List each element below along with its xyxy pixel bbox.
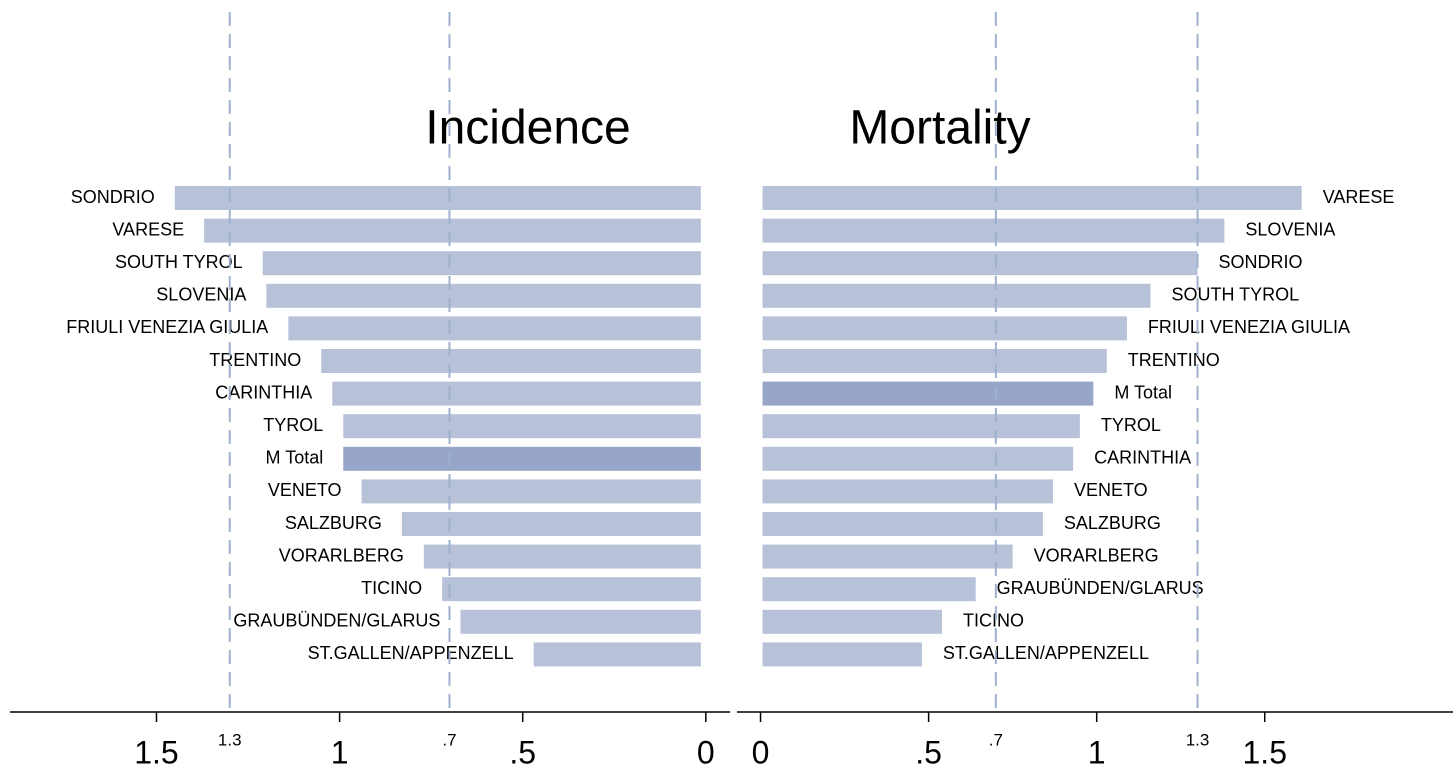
bar-label: TYROL (263, 415, 323, 435)
bar-label: VARESE (1323, 187, 1395, 207)
bar-label: M Total (266, 448, 324, 468)
bar-label: VARESE (112, 219, 184, 239)
bar-label: TRENTINO (209, 350, 301, 370)
bar (762, 609, 943, 634)
reference-label: .7 (442, 730, 456, 749)
bar-label: ST.GALLEN/APPENZELL (308, 643, 514, 663)
x-tick-label: 1.5 (134, 734, 178, 770)
bar (262, 251, 701, 276)
bar (174, 186, 701, 210)
bar (762, 251, 1198, 276)
bar-label: CARINTHIA (215, 382, 312, 402)
bar (762, 349, 1107, 373)
bar (288, 316, 701, 341)
bar-label: ST.GALLEN/APPENZELL (943, 643, 1149, 663)
bar-label: TICINO (963, 611, 1024, 631)
bar-label: SONDRIO (71, 187, 155, 207)
bar (762, 446, 1074, 471)
bar (266, 283, 701, 308)
bar-label: TYROL (1101, 415, 1161, 435)
reference-label: 1.3 (1186, 730, 1210, 749)
bar (423, 544, 701, 569)
bar-label: SOUTH TYROL (1171, 285, 1299, 305)
bar-label: FRIULI VENEZIA GIULIA (66, 317, 268, 337)
bar (762, 381, 1094, 406)
bar (762, 218, 1225, 243)
reference-label: 1.3 (218, 730, 242, 749)
bar-label: TRENTINO (1128, 350, 1220, 370)
bar (762, 414, 1080, 439)
bar (762, 283, 1151, 308)
bar (762, 642, 922, 667)
x-tick-label: .5 (915, 734, 942, 770)
x-tick-label: 1 (1088, 734, 1106, 770)
x-tick-label: .5 (509, 734, 536, 770)
x-tick-label: 1.5 (1243, 734, 1287, 770)
bar (321, 349, 701, 373)
bar (460, 609, 701, 634)
x-tick-label: 1 (331, 734, 349, 770)
x-tick-label: 0 (697, 734, 715, 770)
bar (762, 544, 1013, 569)
bar-label: VENETO (1074, 480, 1148, 500)
panel-title: Mortality (849, 102, 1030, 155)
bar (204, 218, 701, 243)
bar-label: M Total (1114, 382, 1172, 402)
bar (762, 577, 976, 602)
reference-label: .7 (989, 730, 1003, 749)
bar-label: FRIULI VENEZIA GIULIA (1148, 317, 1350, 337)
bar-label: CARINTHIA (1094, 448, 1191, 468)
bar-label: GRAUBÜNDEN/GLARUS (997, 578, 1204, 598)
bar-label: SALZBURG (285, 513, 382, 533)
bar-label: SONDRIO (1219, 252, 1303, 272)
bar (332, 381, 701, 406)
bar-label: GRAUBÜNDEN/GLARUS (233, 611, 440, 631)
bar (762, 479, 1053, 504)
bar (762, 316, 1127, 341)
panel-title: Incidence (425, 102, 630, 155)
bar-label: VORARLBERG (279, 545, 404, 565)
bar (401, 512, 701, 536)
bar-label: SLOVENIA (156, 285, 246, 305)
bar-label: TICINO (361, 578, 422, 598)
bar-label: SALZBURG (1064, 513, 1161, 533)
bar-label: SOUTH TYROL (115, 252, 243, 272)
bar (533, 642, 701, 667)
bar-label: VENETO (268, 480, 342, 500)
bar (361, 479, 701, 504)
bar-label: VORARLBERG (1034, 545, 1159, 565)
bar (762, 512, 1043, 536)
bar (343, 414, 701, 439)
bar-label: SLOVENIA (1245, 219, 1335, 239)
bar (762, 186, 1302, 210)
bar (343, 446, 701, 471)
bar (442, 577, 701, 602)
x-tick-label: 0 (752, 734, 770, 770)
